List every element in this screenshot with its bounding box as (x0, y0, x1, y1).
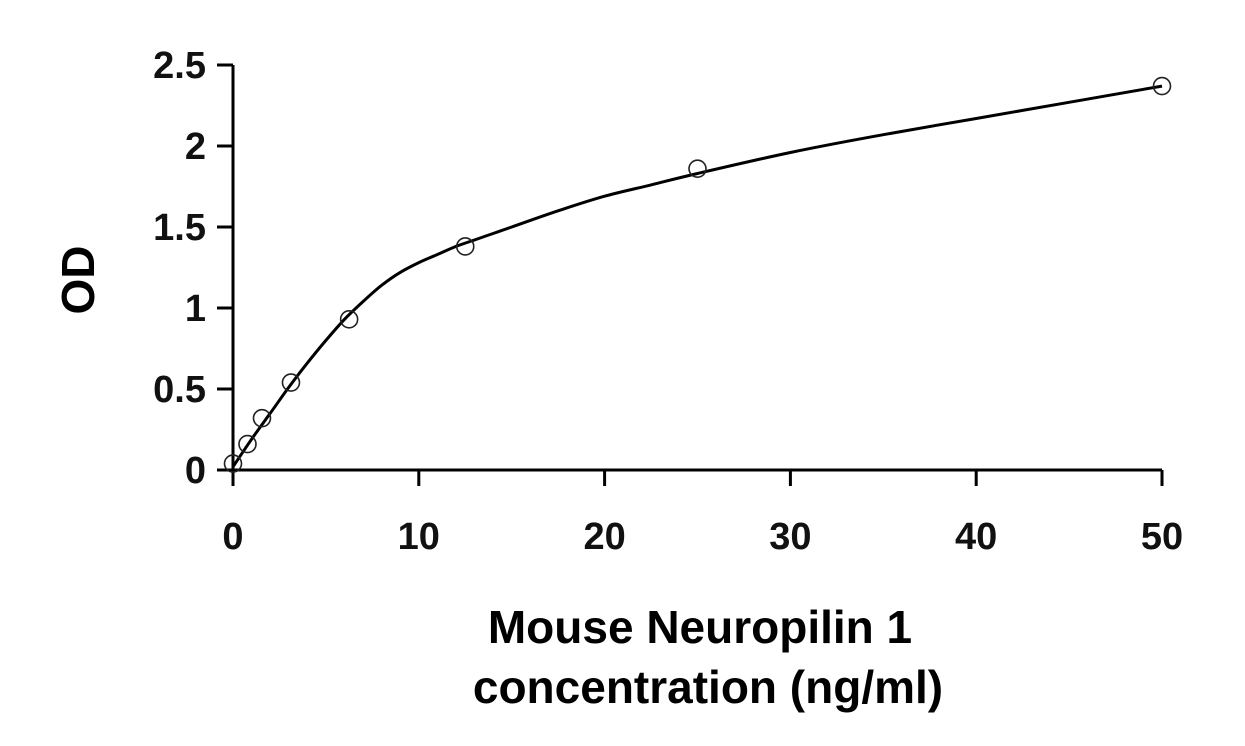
x-tick-label: 10 (398, 516, 440, 558)
fitted-curve (231, 84, 1163, 468)
data-point (1152, 76, 1172, 96)
x-tick-label: 0 (222, 516, 243, 558)
y-tick-label: 1 (185, 288, 206, 330)
data-point (252, 408, 272, 428)
x-tick-label: 40 (955, 516, 997, 558)
y-axis-title: OD (52, 246, 104, 315)
x-tick-labels: 0 10 20 30 40 50 (222, 516, 1183, 558)
x-tick-label: 50 (1141, 516, 1183, 558)
y-tick-label: 1.5 (153, 207, 206, 249)
y-tick-label: 0 (185, 450, 206, 492)
data-point (281, 373, 301, 392)
x-ticks (231, 470, 1164, 486)
x-tick-label: 20 (583, 516, 625, 558)
y-tick-label: 0.5 (153, 369, 206, 411)
x-tick-label: 30 (769, 516, 811, 558)
plot-area: 0 0.5 1 1.5 2 2.5 0 10 20 30 40 50 (153, 45, 1183, 558)
y-tick-label: 2.5 (153, 45, 206, 87)
x-axis-title-line-1: Mouse Neuropilin 1 (488, 601, 912, 653)
x-axis-title-line-2: concentration (ng/ml) (473, 661, 943, 713)
y-tick-labels: 0 0.5 1 1.5 2 2.5 (153, 45, 206, 492)
data-point (238, 434, 257, 454)
y-tick-label: 2 (185, 126, 206, 168)
data-points (223, 76, 1172, 473)
data-point (688, 159, 707, 178)
y-ticks (217, 63, 233, 472)
data-point (223, 454, 243, 473)
data-point (339, 310, 359, 329)
data-point (455, 237, 475, 256)
